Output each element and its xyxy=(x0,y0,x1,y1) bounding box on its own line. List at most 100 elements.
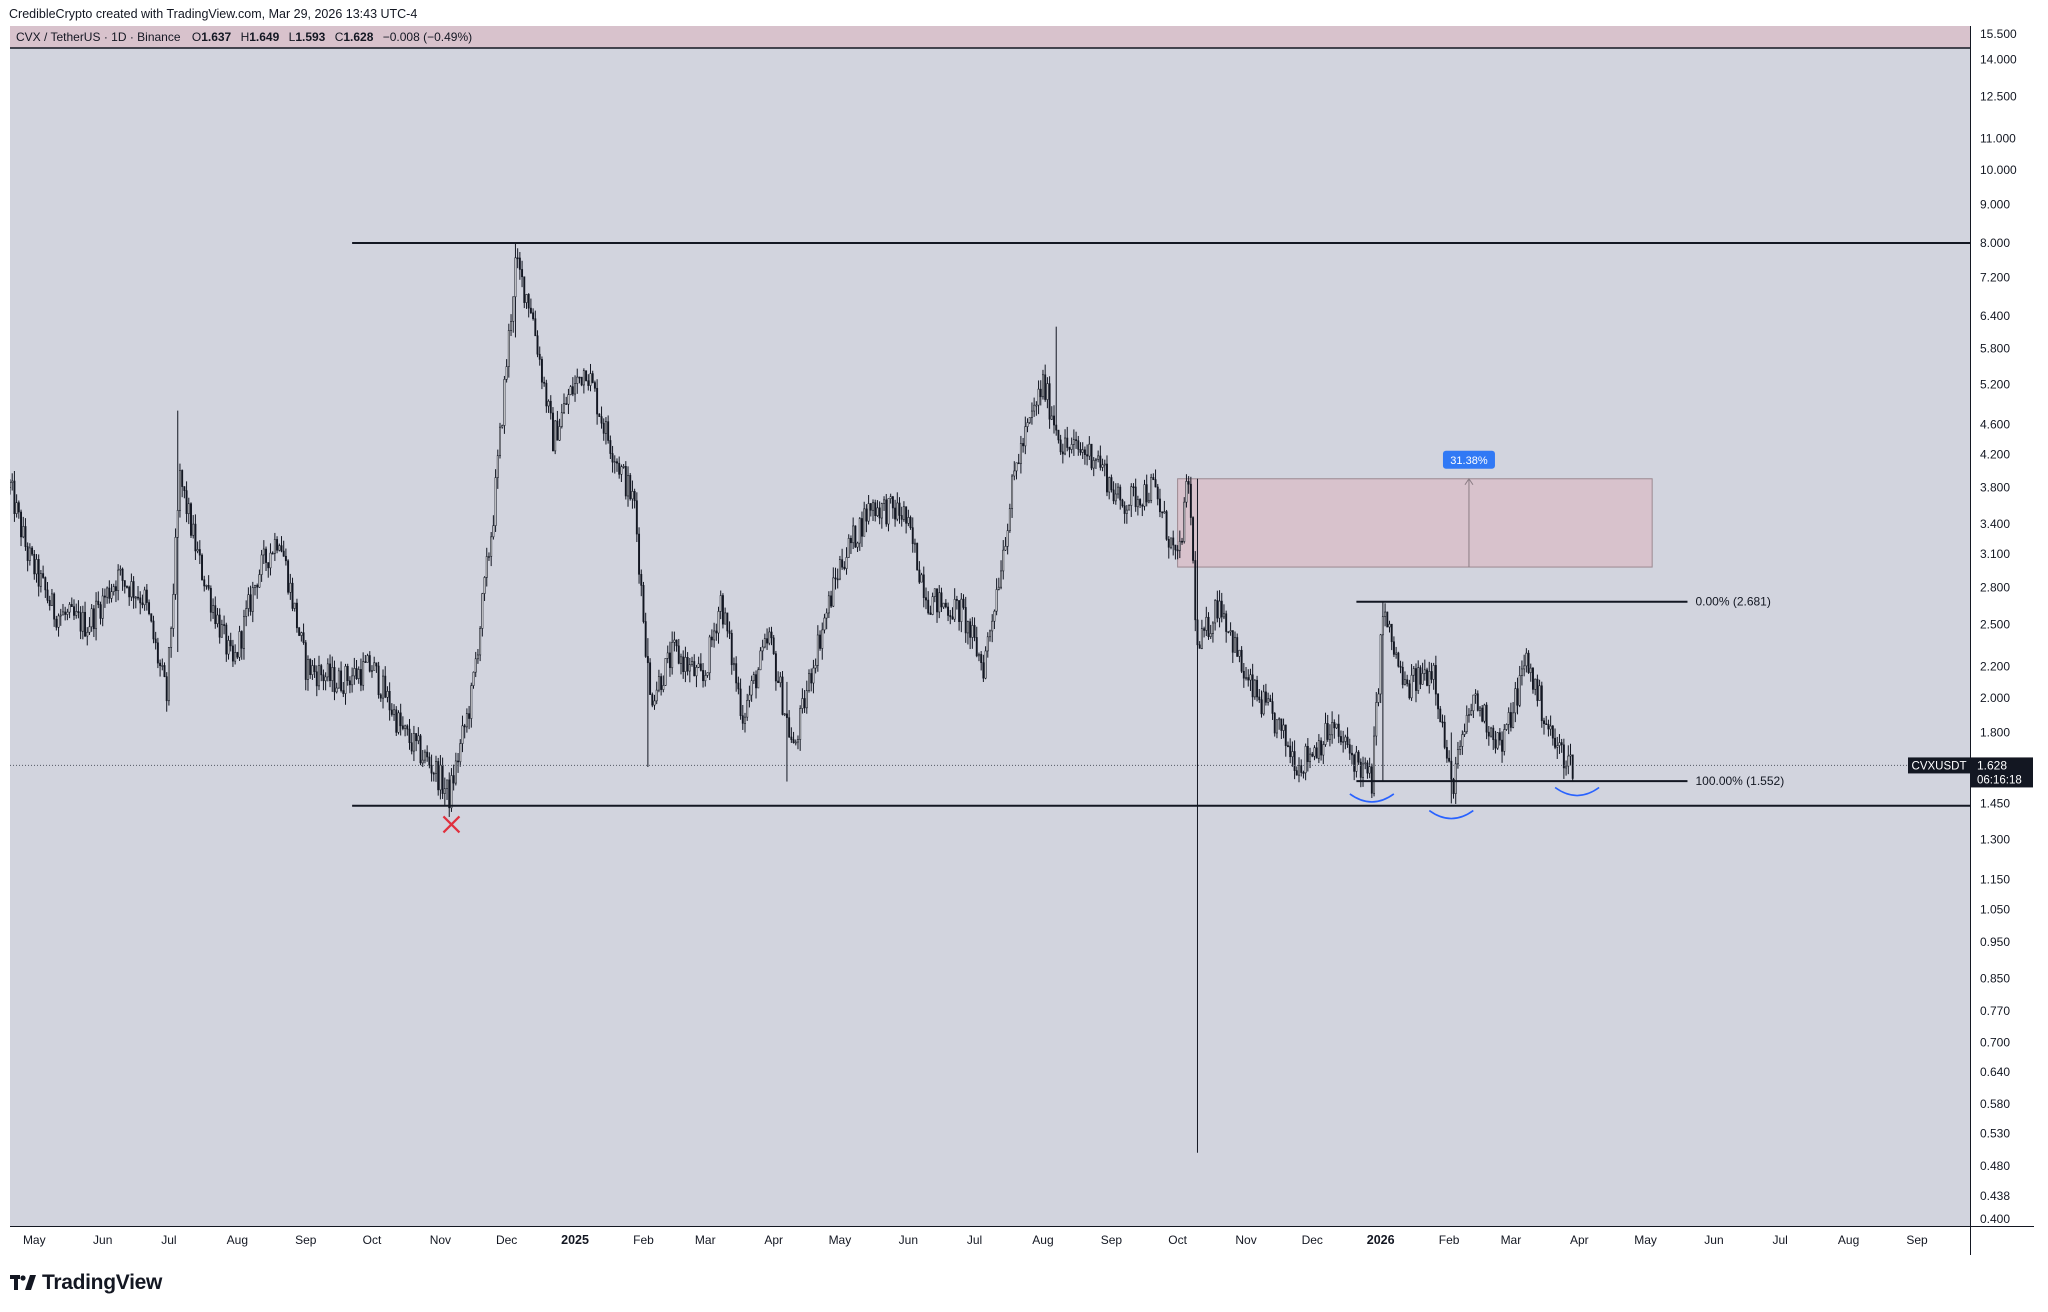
price-tick-label: 3.400 xyxy=(1980,517,2010,531)
candle xyxy=(1196,478,1199,1153)
candle-body xyxy=(280,545,283,552)
candle-body xyxy=(103,595,106,598)
candle xyxy=(527,293,530,318)
candle xyxy=(234,644,237,665)
candle xyxy=(1545,715,1548,725)
candle-body xyxy=(362,661,365,686)
candle-body xyxy=(858,518,861,544)
candle xyxy=(973,617,976,642)
candle-body xyxy=(355,668,358,680)
candle-body xyxy=(185,490,188,515)
candle-body xyxy=(324,676,327,682)
candle xyxy=(788,710,791,738)
supply-zone[interactable] xyxy=(1177,478,1653,568)
plot-area[interactable] xyxy=(10,26,1970,1226)
candle-body xyxy=(1415,668,1417,691)
candle xyxy=(353,657,356,685)
candle-body xyxy=(801,698,804,709)
candle xyxy=(684,646,687,683)
candle xyxy=(329,654,332,688)
candle-body xyxy=(1247,677,1250,681)
candle-body xyxy=(474,658,477,673)
candle xyxy=(152,615,155,644)
candle-body xyxy=(209,588,212,613)
ohlc-legend[interactable]: CVX / TetherUS · 1D · Binance O1.637 H1.… xyxy=(16,30,472,44)
candle xyxy=(693,654,696,677)
candle-body xyxy=(744,716,746,724)
candle-body xyxy=(523,276,526,303)
candle xyxy=(37,554,40,597)
candle-body xyxy=(1377,693,1380,703)
current-price-tag[interactable] xyxy=(1971,757,2033,788)
candle-body xyxy=(543,381,546,384)
candle-body xyxy=(249,594,252,612)
candle-body xyxy=(326,663,329,678)
candle xyxy=(863,501,866,537)
candle xyxy=(761,639,764,661)
candle-body xyxy=(92,608,95,630)
candle xyxy=(448,772,451,817)
candle xyxy=(1211,621,1214,643)
chart-frame[interactable]: 0.00% (2.681) 100.00% (1.552) 31.38% 15.50… xyxy=(10,26,2034,1255)
tradingview-brand: TradingView xyxy=(42,1271,163,1294)
candle xyxy=(1251,663,1254,707)
candle-body xyxy=(46,589,49,601)
candle xyxy=(1055,326,1058,436)
candle-body xyxy=(1015,462,1018,472)
candle xyxy=(1331,711,1334,744)
candle-body xyxy=(1284,724,1287,746)
bottom-curve-marker[interactable] xyxy=(1428,809,1474,820)
candle xyxy=(1384,603,1387,627)
candle xyxy=(1421,662,1424,685)
candle xyxy=(1483,703,1486,724)
price-chart[interactable]: 0.00% (2.681)100.00% (1.552)31.38% 15.50… xyxy=(10,26,2034,1255)
measure-badge[interactable] xyxy=(1442,450,1495,469)
bottom-curve-marker[interactable] xyxy=(1554,786,1600,797)
candle-body xyxy=(1344,736,1347,742)
candle xyxy=(649,658,652,695)
candle xyxy=(1401,661,1404,689)
candle xyxy=(359,658,362,692)
candle xyxy=(942,602,945,610)
candle xyxy=(481,592,484,637)
candle-body xyxy=(960,598,963,622)
candle xyxy=(1551,724,1554,746)
candle xyxy=(236,651,239,660)
time-tick-label: Aug xyxy=(1838,1233,1859,1247)
candle xyxy=(39,570,42,593)
candle xyxy=(251,581,254,623)
bottom-curve-marker[interactable] xyxy=(1349,793,1395,803)
candle-body xyxy=(832,577,835,607)
candle xyxy=(1364,757,1367,770)
candle xyxy=(1161,511,1164,519)
ticker-tag[interactable] xyxy=(1908,757,1970,774)
candle xyxy=(167,646,170,706)
candle-body xyxy=(132,581,135,599)
candle xyxy=(1207,612,1210,640)
candle-body xyxy=(1459,746,1462,750)
candle-body xyxy=(457,760,460,763)
candle-body xyxy=(79,612,82,632)
candle-body xyxy=(1163,511,1166,514)
candle-body xyxy=(329,663,332,681)
candle xyxy=(1048,376,1051,429)
candle-body xyxy=(1567,755,1570,767)
candle-body xyxy=(697,663,700,668)
candle xyxy=(532,308,535,321)
candle xyxy=(671,631,674,675)
candle xyxy=(59,608,62,626)
candle xyxy=(995,578,998,616)
tradingview-logo[interactable]: TradingView xyxy=(10,1271,162,1295)
candle xyxy=(42,565,45,579)
candle xyxy=(518,251,521,280)
candle xyxy=(1150,473,1153,504)
candle-body xyxy=(1472,694,1475,712)
candle xyxy=(1474,689,1477,704)
candle xyxy=(525,293,528,309)
candle xyxy=(419,734,422,766)
candle-body xyxy=(947,606,950,616)
candle-body xyxy=(1569,754,1572,757)
price-tick-label: 0.850 xyxy=(1980,972,2010,986)
candle-body xyxy=(1523,665,1526,670)
candle-body xyxy=(165,676,168,702)
